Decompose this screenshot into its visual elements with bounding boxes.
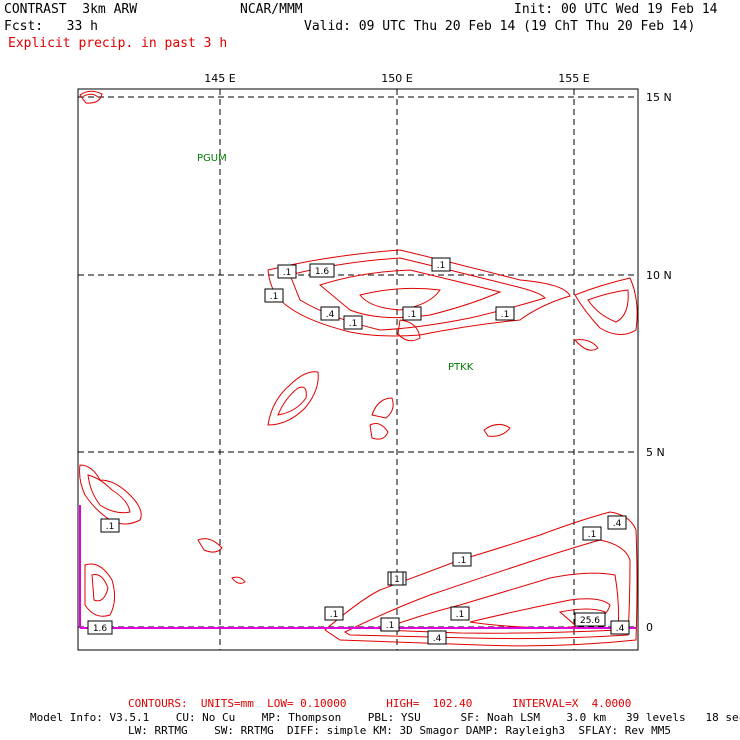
map-frame bbox=[77, 88, 639, 651]
contour-label-box bbox=[264, 288, 284, 303]
contour-label-box bbox=[574, 612, 606, 627]
contour-label: .1 bbox=[349, 319, 358, 329]
contour-label-box bbox=[343, 315, 363, 330]
contour-label-box bbox=[380, 617, 400, 632]
contour-label-box bbox=[495, 306, 515, 321]
contour-label: .1 bbox=[270, 292, 279, 302]
contour-label-box bbox=[324, 606, 344, 621]
contour-label-box bbox=[309, 263, 335, 278]
contour-label: .4 bbox=[616, 624, 625, 634]
contour-info: CONTOURS: UNITS=mm LOW= 0.10000 HIGH= 10… bbox=[128, 697, 632, 710]
contour-label: .1 bbox=[501, 310, 510, 320]
contour-label: .4 bbox=[326, 310, 335, 320]
station-label: PGUM bbox=[197, 153, 227, 164]
lat-label: 15 N bbox=[646, 91, 672, 104]
model-info-line1: Model Info: V3.5.1 CU: No Cu MP: Thompso… bbox=[30, 711, 740, 724]
contour-label: .1 bbox=[106, 522, 115, 532]
init-time: Init: 00 UTC Wed 19 Feb 14 bbox=[514, 2, 718, 17]
lon-label: 145 E bbox=[204, 72, 235, 85]
contour-label-box bbox=[450, 606, 470, 621]
contour-label: 1.6 bbox=[315, 267, 330, 277]
contour-label-box bbox=[582, 526, 602, 541]
contour-label-box bbox=[431, 257, 451, 272]
contour-label-box bbox=[390, 571, 404, 586]
contour-label: .1 bbox=[588, 530, 597, 540]
contour-label-box bbox=[100, 518, 120, 533]
contour-label: 25.6 bbox=[580, 616, 600, 626]
lat-lon-grid bbox=[78, 89, 638, 650]
model-title: CONTRAST 3km ARW bbox=[4, 2, 138, 17]
lon-label: 155 E bbox=[558, 72, 589, 85]
contour-label: .1 bbox=[458, 556, 467, 566]
valid-time: Valid: 09 UTC Thu 20 Feb 14 (19 ChT Thu … bbox=[304, 19, 696, 34]
contour-label: .4 bbox=[613, 519, 622, 529]
forecast-hour: Fcst: 33 h bbox=[4, 19, 98, 34]
lat-label: 10 N bbox=[646, 269, 672, 282]
lat-label: 0 bbox=[646, 621, 653, 634]
contour-label-box bbox=[452, 552, 472, 567]
contour-label-box bbox=[277, 264, 297, 279]
contour-label-box bbox=[87, 620, 113, 635]
institution: NCAR/MMM bbox=[240, 2, 303, 17]
field-title: Explicit precip. in past 3 h bbox=[8, 36, 228, 51]
contour-label: 1 bbox=[394, 575, 400, 585]
contour-label: .1 bbox=[437, 261, 446, 271]
contour-label: 1.6 bbox=[93, 624, 108, 634]
station-label: PTKK bbox=[448, 362, 474, 373]
contour-label-box bbox=[427, 630, 447, 645]
contour-label: .1 bbox=[330, 610, 339, 620]
contour-label: .1 bbox=[386, 621, 395, 631]
contour-label-box bbox=[607, 515, 627, 530]
domain-boundary bbox=[79, 505, 636, 629]
contour-label-box bbox=[320, 306, 340, 321]
contour-label: .4 bbox=[433, 634, 442, 644]
lon-label: 150 E bbox=[381, 72, 412, 85]
contour-label: .1 bbox=[283, 268, 292, 278]
precip-contours bbox=[79, 90, 638, 647]
contour-label: .1 bbox=[408, 310, 417, 320]
contour-label: .1 bbox=[456, 610, 465, 620]
lat-label: 5 N bbox=[646, 446, 665, 459]
contour-label-box bbox=[610, 620, 630, 635]
contour-label-box bbox=[402, 306, 422, 321]
model-info-line2: LW: RRTMG SW: RRTMG DIFF: simple KM: 3D … bbox=[128, 724, 672, 737]
